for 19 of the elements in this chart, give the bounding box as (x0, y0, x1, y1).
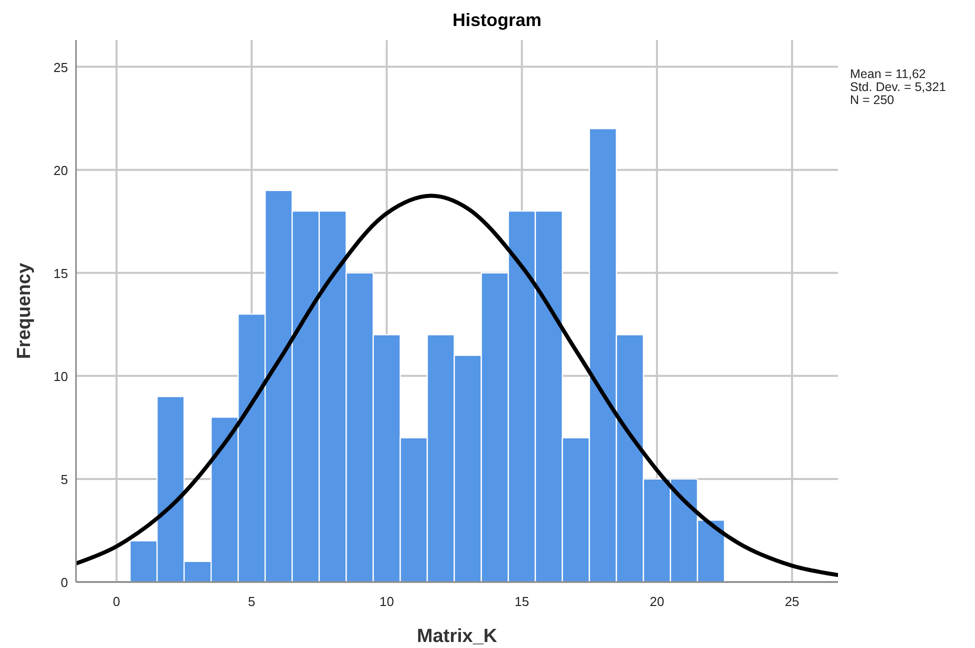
x-tick-label: 25 (784, 594, 800, 609)
x-axis-title: Matrix_K (416, 626, 498, 647)
y-tick-label: 20 (54, 162, 68, 178)
line-series (76, 194, 838, 577)
x-tick-label: 15 (514, 594, 530, 609)
y-tick-label: 0 (60, 575, 68, 590)
x-tick-label: 0 (112, 594, 120, 609)
x-tick-label: 5 (248, 594, 256, 609)
text: Std. Dev. = 5,321 (850, 80, 946, 94)
y-tick-label: 5 (60, 472, 68, 487)
y-tick-label: 15 (54, 266, 68, 281)
text: N = 250 (850, 93, 894, 107)
y-tick-label: 10 (54, 368, 68, 384)
text: Mean = 11,62 (850, 67, 926, 81)
chart-title: Histogram (452, 10, 542, 30)
y-tick-label: 25 (54, 60, 68, 75)
x-tick-label: 20 (650, 594, 664, 609)
y-axis-title: Frequency (14, 262, 35, 360)
x-tick-label: 10 (380, 594, 394, 609)
